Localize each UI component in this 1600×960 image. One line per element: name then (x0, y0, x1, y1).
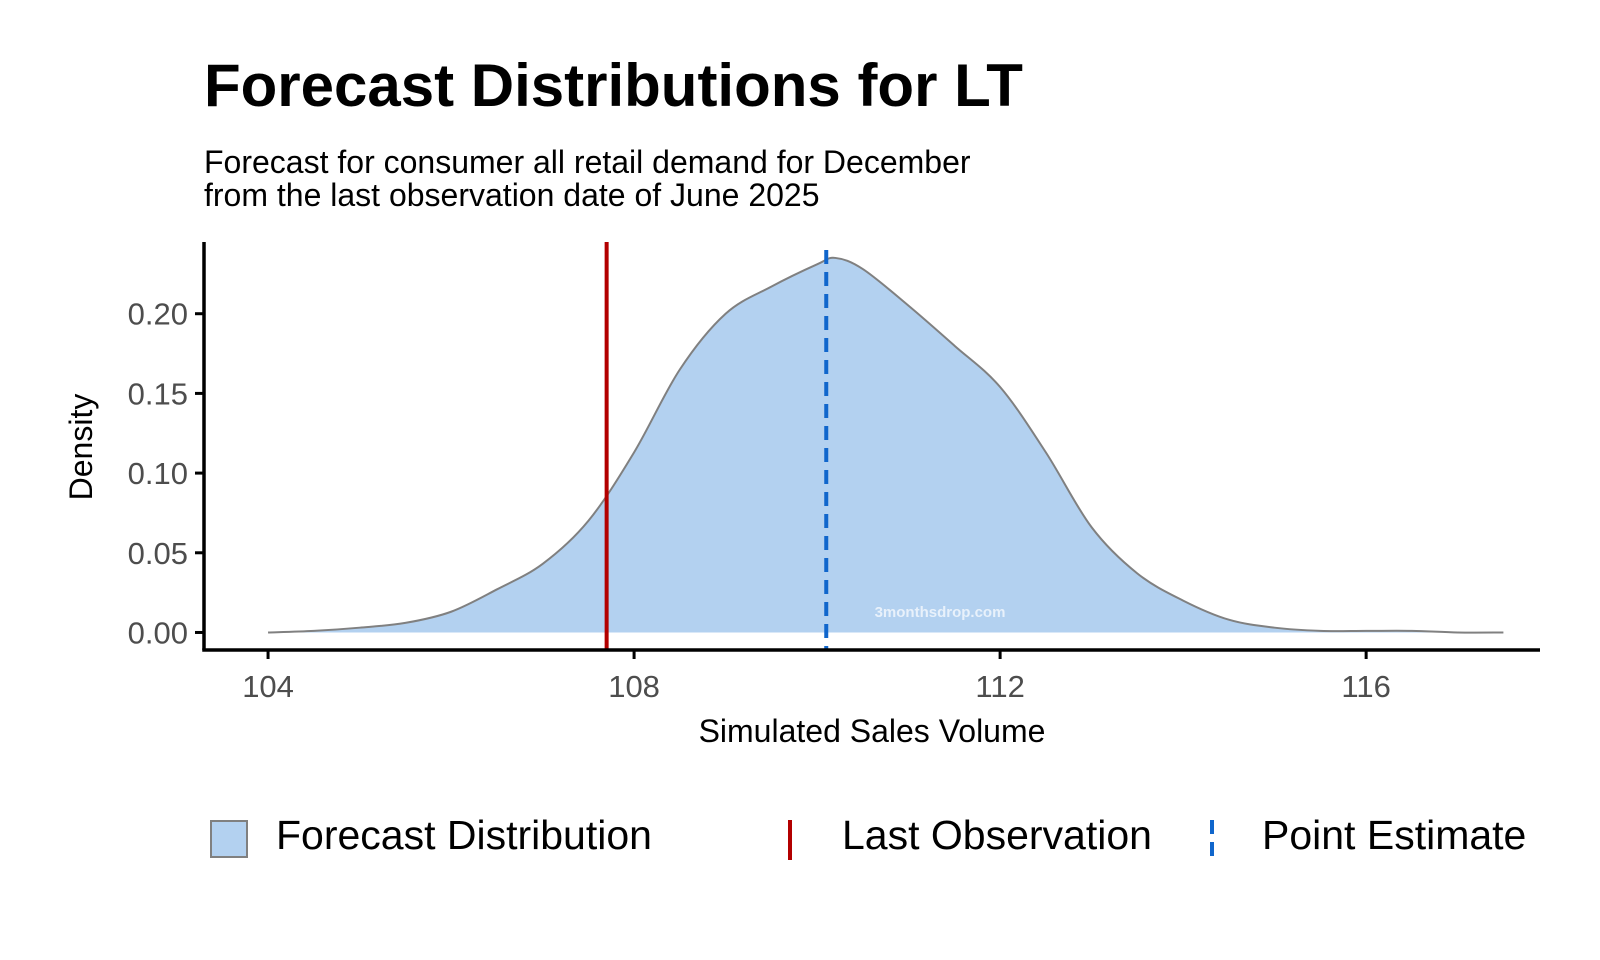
legend-label-point-estimate: Point Estimate (1262, 812, 1527, 858)
subtitle-line-2: from the last observation date of June 2… (204, 177, 820, 213)
legend-label-forecast-distribution: Forecast Distribution (276, 812, 652, 858)
legend-label-last-observation: Last Observation (842, 812, 1152, 858)
density-area-fill (268, 257, 1504, 633)
y-tick-label: 0.10 (128, 456, 188, 491)
axes: 104 108 112 116 0.00 0.05 0.10 0.15 0.20 (128, 242, 1540, 704)
chart-subtitle: Forecast for consumer all retail demand … (204, 146, 971, 212)
y-tick-label: 0.15 (128, 376, 188, 411)
y-tick-label: 0.00 (128, 615, 188, 650)
y-tick-label: 0.20 (128, 297, 188, 332)
y-axis-label: Density (63, 394, 99, 501)
x-tick-label: 104 (242, 669, 294, 704)
density-outline (268, 256, 1504, 634)
x-axis-label: Simulated Sales Volume (699, 713, 1046, 749)
legend-key-area (210, 820, 248, 858)
x-tick-label: 116 (1341, 669, 1390, 704)
chart-title: Forecast Distributions for LT (204, 52, 1023, 119)
density-plot: 3monthsdrop.com 104 108 112 116 0.00 0.05 0.10… (63, 242, 1540, 749)
watermark-text: 3monthsdrop.com (875, 604, 1006, 621)
y-tick-label: 0.05 (128, 536, 188, 571)
x-tick-label: 108 (608, 669, 660, 704)
x-tick-label: 112 (975, 669, 1024, 704)
reference-lines (604, 242, 829, 650)
legend: Forecast Distribution Last Observation P… (0, 800, 1600, 880)
density-layer (268, 256, 1504, 634)
legend-key-dashed-line (1210, 820, 1214, 860)
legend-key-solid-line (788, 820, 792, 860)
subtitle-line-1: Forecast for consumer all retail demand … (204, 144, 971, 180)
